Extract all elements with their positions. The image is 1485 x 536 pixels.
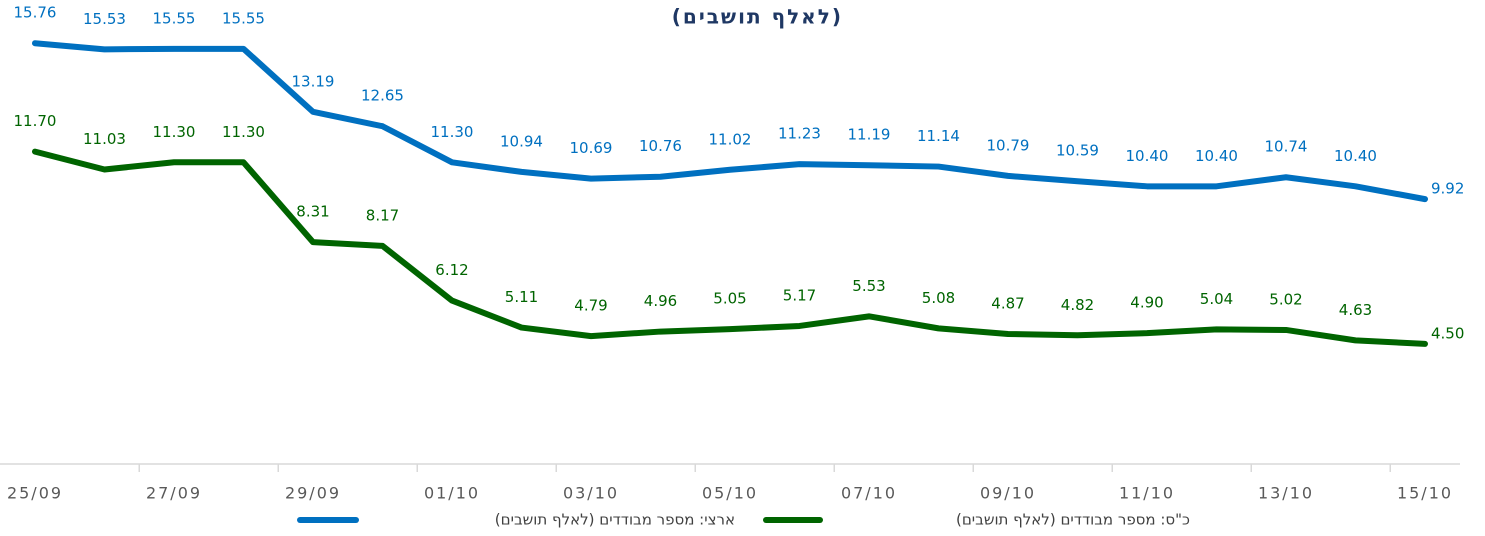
data-label: 4.50 — [1431, 324, 1464, 342]
data-label: 11.19 — [848, 126, 891, 144]
data-label: 11.30 — [153, 123, 196, 141]
data-label: 11.03 — [83, 130, 126, 148]
x-tick-label: 13/10 — [1258, 484, 1314, 503]
legend-label: ארצי: מספר מבודדים (לאלף תושבים) — [495, 511, 735, 529]
x-tick-label: 05/10 — [702, 484, 758, 503]
x-tick-label: 07/10 — [841, 484, 897, 503]
data-label: 11.30 — [222, 123, 265, 141]
data-label: 11.14 — [917, 127, 960, 145]
x-tick-label: 11/10 — [1119, 484, 1175, 503]
data-label: 4.82 — [1061, 296, 1094, 314]
data-label: 5.17 — [783, 286, 816, 304]
data-label: 10.76 — [639, 137, 682, 155]
data-label: 5.05 — [713, 290, 746, 308]
data-label: 10.69 — [570, 139, 613, 157]
series-line — [32, 40, 1428, 203]
data-label: 15.55 — [222, 9, 265, 27]
data-label: 5.04 — [1200, 290, 1233, 308]
data-label: 11.70 — [14, 112, 57, 130]
legend-label: כ"ס: מספר מבודדים (לאלף תושבים) — [956, 511, 1190, 529]
data-label: 5.53 — [852, 277, 885, 295]
data-label: 10.40 — [1126, 147, 1169, 165]
data-label: 13.19 — [292, 72, 335, 90]
x-tick-label: 27/09 — [146, 484, 202, 503]
data-label: 5.11 — [505, 288, 538, 306]
data-label: 4.96 — [644, 292, 677, 310]
chart-title: (לאלף תושבים) — [672, 5, 843, 29]
data-label: 10.59 — [1056, 142, 1099, 160]
data-label: 10.40 — [1334, 147, 1377, 165]
data-label: 5.02 — [1269, 290, 1302, 308]
data-label: 10.40 — [1195, 147, 1238, 165]
data-label: 15.76 — [14, 4, 57, 22]
x-tick-label: 01/10 — [424, 484, 480, 503]
data-label: 6.12 — [435, 261, 468, 279]
data-label: 10.79 — [987, 136, 1030, 154]
x-tick-label: 25/09 — [7, 484, 63, 503]
x-tick-label: 09/10 — [980, 484, 1036, 503]
data-label: 15.55 — [153, 9, 196, 27]
data-label: 5.08 — [922, 289, 955, 307]
data-label: 10.94 — [500, 132, 543, 150]
x-tick-label: 03/10 — [563, 484, 619, 503]
data-label: 11.30 — [431, 123, 474, 141]
data-label: 9.92 — [1431, 180, 1464, 198]
x-tick-label: 29/09 — [285, 484, 341, 503]
series-line — [32, 148, 1428, 347]
data-label: 8.31 — [296, 203, 329, 221]
data-label: 15.53 — [83, 10, 126, 28]
data-label: 11.02 — [709, 130, 752, 148]
data-label: 11.23 — [778, 125, 821, 143]
data-label: 12.65 — [361, 87, 404, 105]
data-label: 4.79 — [574, 297, 607, 315]
data-label: 4.63 — [1339, 301, 1372, 319]
data-label: 8.17 — [366, 206, 399, 224]
data-label: 10.74 — [1265, 138, 1308, 156]
data-label: 4.87 — [991, 294, 1024, 312]
x-tick-label: 15/10 — [1397, 484, 1453, 503]
data-label: 4.90 — [1130, 294, 1163, 312]
